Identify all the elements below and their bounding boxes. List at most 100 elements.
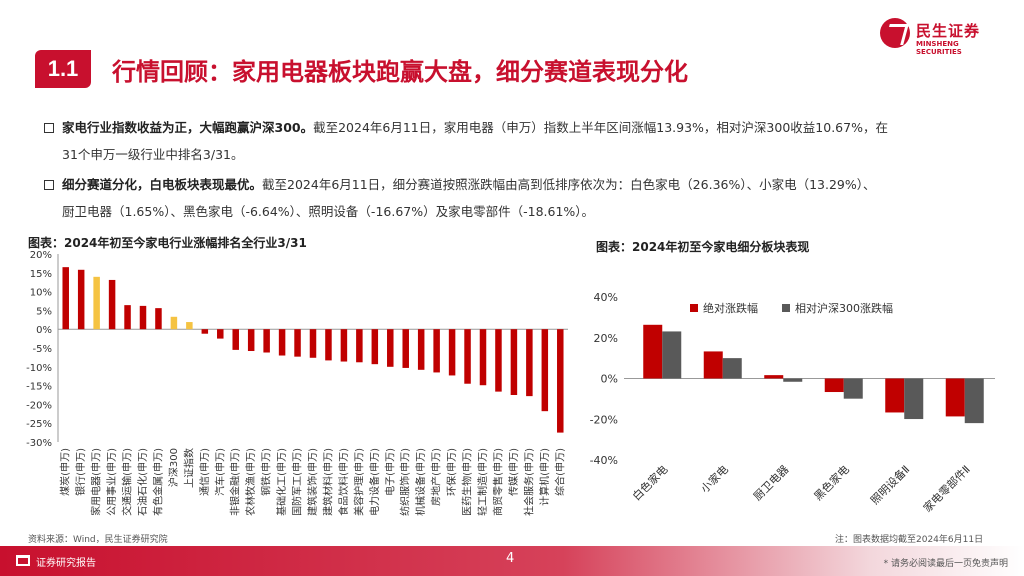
bar-国防军工(申万) xyxy=(294,329,301,357)
x-tick-label: 商贸零售(申万) xyxy=(491,448,504,516)
x-tick-label: 厨卫电器 xyxy=(751,463,791,503)
checkbox-bullet-icon xyxy=(44,180,54,190)
y-tick-label: -25% xyxy=(26,419,52,430)
bar-纺织服饰(申万) xyxy=(402,329,409,368)
bullet-point-2: 细分赛道分化，白电板块表现最优。截至2024年6月11日，细分赛道按照涨跌幅由高… xyxy=(44,171,994,225)
bar-通信(申万) xyxy=(201,329,209,334)
bullet-1-bold: 家电行业指数收益为正，大幅跑赢沪深300。 xyxy=(62,120,314,135)
bar-美容护理(申万) xyxy=(356,329,363,363)
brand-logo: 民生证券 MINSHENG SECURITIES xyxy=(880,18,1000,56)
x-tick-label: 钢铁(申万) xyxy=(260,448,273,496)
x-tick-label: 照明设备Ⅱ xyxy=(868,462,913,507)
legend-label: 相对沪深300涨跌幅 xyxy=(795,301,893,315)
x-tick-label: 通信(申万) xyxy=(198,448,211,496)
bar-基础化工(申万) xyxy=(278,329,286,356)
x-tick-label: 建筑装饰(申万) xyxy=(306,448,319,516)
bar-家电零部件Ⅱ-绝对涨跌幅 xyxy=(945,378,965,417)
x-tick-label: 传媒(申万) xyxy=(507,448,520,496)
legend-swatch xyxy=(782,304,790,312)
x-tick-label: 煤炭(申万) xyxy=(59,448,72,496)
logo-text-en: MINSHENG SECURITIES xyxy=(916,40,962,56)
checkbox-bullet-icon xyxy=(44,123,54,133)
x-tick-label: 小家电 xyxy=(698,462,731,495)
y-tick-label: 0% xyxy=(601,373,618,386)
x-tick-label: 汽车(申万) xyxy=(213,448,226,496)
bar-有色金属(申万) xyxy=(155,308,162,330)
bar-轻工制造(申万) xyxy=(479,329,487,386)
bar-建筑装饰(申万) xyxy=(309,329,317,358)
bar-传媒(申万) xyxy=(510,329,518,395)
bar-厨卫电器-相对沪深300涨跌幅 xyxy=(783,378,803,382)
bar-煤炭(申万) xyxy=(62,267,69,330)
x-tick-label: 家用电器(申万) xyxy=(90,448,103,516)
x-tick-label: 石油石化(申万) xyxy=(136,448,149,516)
x-tick-label: 电力设备(申万) xyxy=(368,448,381,516)
y-tick-label: 10% xyxy=(30,288,52,299)
bar-白色家电-绝对涨跌幅 xyxy=(643,324,663,379)
x-tick-label: 环保(申万) xyxy=(445,448,458,496)
bar-上证指数 xyxy=(186,322,193,330)
y-tick-label: -10% xyxy=(26,363,52,374)
bar-小家电-绝对涨跌幅 xyxy=(703,351,723,379)
disclaimer: * 请务必阅读最后一页免责声明 xyxy=(883,559,1008,569)
right-chart-title: 图表：2024年初至今家电细分板块表现 xyxy=(596,240,810,254)
section-title: 行情回顾：家用电器板块跑赢大盘，细分赛道表现分化 xyxy=(112,58,688,86)
data-source: 资料来源：Wind，民生证券研究院 xyxy=(28,535,168,545)
bar-照明设备Ⅱ-相对沪深300涨跌幅 xyxy=(904,378,924,420)
bar-沪深300 xyxy=(170,316,178,330)
footer-bar: 证券研究报告 4 * 请务必阅读最后一页免责声明 xyxy=(0,546,1024,576)
footer-label: 证券研究报告 xyxy=(36,558,96,569)
x-tick-label: 纺织服饰(申万) xyxy=(399,448,412,516)
bar-建筑材料(申万) xyxy=(325,329,332,361)
y-tick-label: 0% xyxy=(36,325,52,336)
y-tick-label: -15% xyxy=(26,382,52,393)
x-tick-label: 白色家电 xyxy=(629,462,670,503)
legend-swatch xyxy=(690,304,698,312)
x-tick-label: 房地产(申万) xyxy=(430,448,443,506)
bullet-2-line1: 截至2024年6月11日，细分赛道按照涨跌幅由高到低排序依次为：白色家电（26.… xyxy=(262,177,876,192)
bar-农林牧渔(申万) xyxy=(247,329,255,352)
bar-交通运输(申万) xyxy=(124,305,131,330)
x-tick-label: 家电零部件Ⅱ xyxy=(920,462,973,515)
bar-食品饮料(申万) xyxy=(340,329,348,362)
x-tick-label: 计算机(申万) xyxy=(538,448,551,506)
y-tick-label: 20% xyxy=(30,250,52,261)
bar-机械设备(申万) xyxy=(417,329,425,370)
y-tick-label: 20% xyxy=(594,332,618,345)
x-tick-label: 社会服务(申万) xyxy=(522,448,535,516)
bar-家电零部件Ⅱ-相对沪深300涨跌幅 xyxy=(964,378,984,424)
bar-电力设备(申万) xyxy=(371,329,379,365)
page-number: 4 xyxy=(506,551,515,566)
section-number-badge: 1.1 xyxy=(35,50,91,88)
y-tick-label: -5% xyxy=(33,344,52,355)
bullet-2-bold: 细分赛道分化，白电板块表现最优。 xyxy=(62,177,263,192)
bar-黑色家电-相对沪深300涨跌幅 xyxy=(843,378,863,399)
bar-汽车(申万) xyxy=(217,329,224,339)
y-tick-label: 15% xyxy=(30,269,52,280)
bar-综合(申万) xyxy=(557,329,564,433)
bar-照明设备Ⅱ-绝对涨跌幅 xyxy=(885,378,905,413)
x-tick-label: 基础化工(申万) xyxy=(275,448,288,516)
y-tick-label: 40% xyxy=(594,291,618,304)
chart-note: 注：图表数据均截至2024年6月11日 xyxy=(835,535,984,545)
bar-非银金融(申万) xyxy=(232,329,239,350)
x-tick-label: 食品饮料(申万) xyxy=(337,448,350,516)
y-tick-label: 5% xyxy=(36,306,52,317)
bar-石油石化(申万) xyxy=(139,305,147,330)
bullet-point-1: 家电行业指数收益为正，大幅跑赢沪深300。截至2024年6月11日，家用电器（申… xyxy=(44,114,994,168)
bar-银行(申万) xyxy=(77,269,85,330)
bar-商贸零售(申万) xyxy=(495,329,502,392)
bar-公用事业(申万) xyxy=(108,279,116,330)
x-tick-label: 轻工制造(申万) xyxy=(476,448,489,516)
x-tick-label: 沪深300 xyxy=(167,448,180,487)
x-tick-label: 机械设备(申万) xyxy=(414,448,427,516)
x-tick-label: 电子(申万) xyxy=(383,448,396,496)
x-tick-label: 银行(申万) xyxy=(74,448,87,496)
bullet-1-line2: 31个申万一级行业中排名3/31。 xyxy=(62,147,244,162)
bar-小家电-相对沪深300涨跌幅 xyxy=(722,358,742,379)
book-icon xyxy=(16,555,30,566)
x-tick-label: 农林牧渔(申万) xyxy=(244,448,257,516)
x-tick-label: 黑色家电 xyxy=(811,462,852,503)
x-tick-label: 建筑材料(申万) xyxy=(321,448,334,516)
logo-text-cn: 民生证券 xyxy=(916,22,981,40)
